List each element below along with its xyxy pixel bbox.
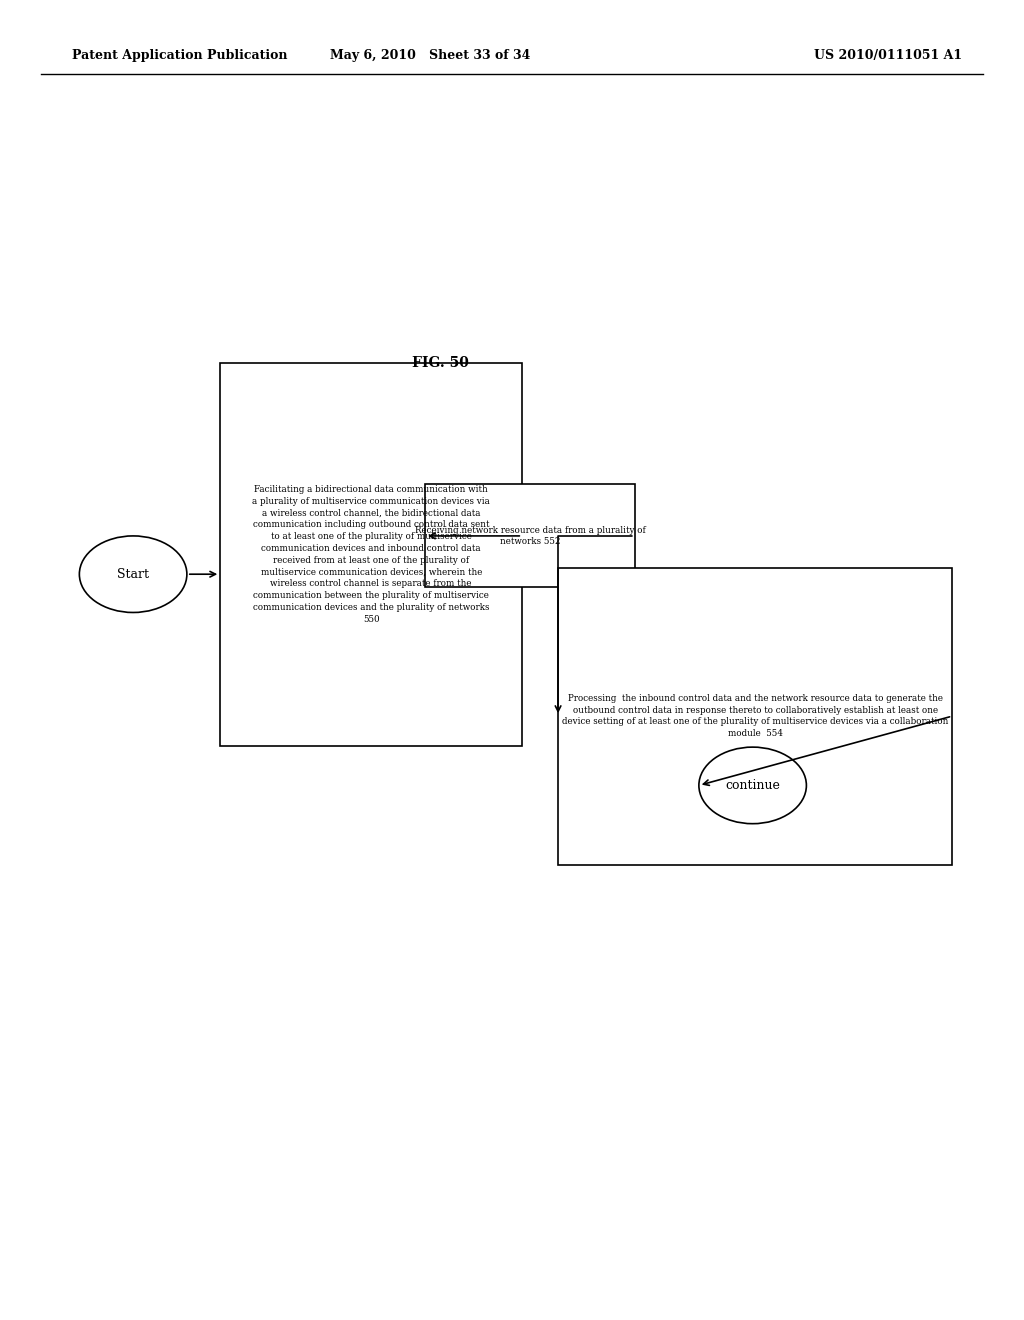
Text: May 6, 2010   Sheet 33 of 34: May 6, 2010 Sheet 33 of 34 xyxy=(330,49,530,62)
FancyBboxPatch shape xyxy=(425,484,635,587)
Text: Patent Application Publication: Patent Application Publication xyxy=(72,49,287,62)
Text: Processing  the inbound control data and the network resource data to generate t: Processing the inbound control data and … xyxy=(562,694,948,738)
Text: US 2010/0111051 A1: US 2010/0111051 A1 xyxy=(814,49,963,62)
Text: continue: continue xyxy=(725,779,780,792)
Text: Receiving network resource data from a plurality of
networks 552: Receiving network resource data from a p… xyxy=(415,525,645,546)
Text: FIG. 50: FIG. 50 xyxy=(412,356,469,370)
Text: Start: Start xyxy=(117,568,150,581)
FancyBboxPatch shape xyxy=(558,568,952,865)
FancyBboxPatch shape xyxy=(220,363,522,746)
Text: Facilitating a bidirectional data communication with
a plurality of multiservice: Facilitating a bidirectional data commun… xyxy=(252,484,490,624)
